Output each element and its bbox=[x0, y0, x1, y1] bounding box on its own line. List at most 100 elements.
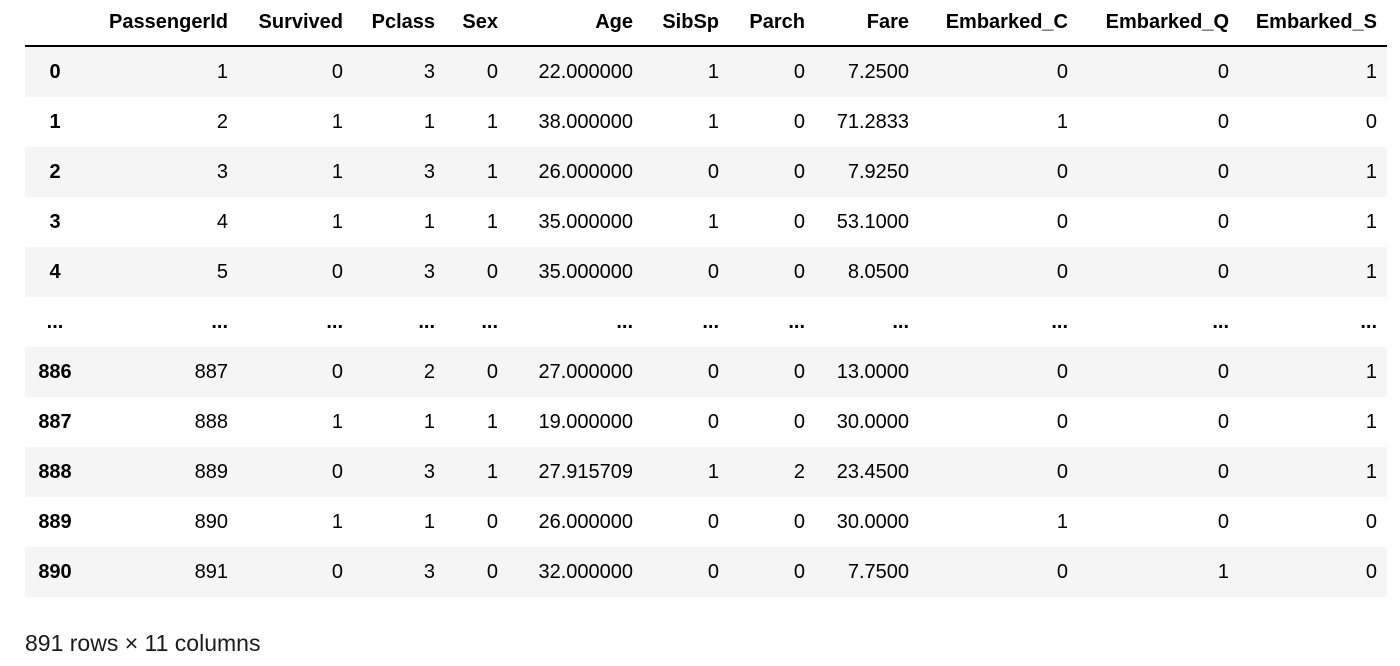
table-cell: 888 bbox=[194, 410, 228, 433]
table-cell: 1 bbox=[486, 410, 498, 433]
table-cell: 0 bbox=[486, 260, 498, 283]
table-cell: 0 bbox=[1217, 410, 1229, 433]
table-cell: 1 bbox=[423, 210, 435, 233]
table-cell: 1 bbox=[1056, 510, 1068, 533]
table-cell: 1 bbox=[331, 410, 343, 433]
table-cell: 13.0000 bbox=[836, 360, 909, 383]
column-header: Fare bbox=[815, 0, 919, 47]
table-cell: 26.000000 bbox=[538, 160, 633, 183]
table-row: 3 4 1 1 1 35.000000 1 0 53.1000 0 0 1 bbox=[25, 197, 1387, 247]
column-header: Survived bbox=[238, 0, 353, 47]
table-cell: 0 bbox=[1217, 510, 1229, 533]
table-cell: 0 bbox=[1365, 560, 1377, 583]
row-index: 887 bbox=[38, 410, 72, 433]
table-row: 1 2 1 1 1 38.000000 1 0 71.2833 1 0 0 bbox=[25, 97, 1387, 147]
table-cell: 0 bbox=[707, 510, 719, 533]
table-cell: 0 bbox=[793, 410, 805, 433]
row-index: 2 bbox=[49, 160, 61, 183]
table-cell: ... bbox=[418, 310, 435, 333]
table-cell: 0 bbox=[707, 560, 719, 583]
column-header: Embarked_C bbox=[919, 0, 1078, 47]
table-cell: 0 bbox=[793, 510, 805, 533]
table-row: 887 888 1 1 1 19.000000 0 0 30.0000 0 0 1 bbox=[25, 397, 1387, 447]
table-cell: 1 bbox=[1365, 210, 1377, 233]
table-cell: 0 bbox=[1217, 460, 1229, 483]
table-cell: 0 bbox=[1056, 360, 1068, 383]
row-index: 3 bbox=[49, 210, 61, 233]
table-cell: 1 bbox=[331, 110, 343, 133]
table-cell: 1 bbox=[1365, 460, 1377, 483]
table-cell: 0 bbox=[1056, 60, 1068, 83]
table-cell: 26.000000 bbox=[538, 510, 633, 533]
table-row: 2 3 1 3 1 26.000000 0 0 7.9250 0 0 1 bbox=[25, 147, 1387, 197]
table-cell: 891 bbox=[194, 560, 228, 583]
table-cell: 0 bbox=[486, 60, 498, 83]
table-cell: 0 bbox=[486, 560, 498, 583]
row-index: 1 bbox=[49, 110, 61, 133]
row-index: 890 bbox=[38, 560, 72, 583]
dataframe-table: PassengerId Survived Pclass Sex Age SibSp Parc… bbox=[25, 0, 1387, 597]
table-cell: ... bbox=[616, 310, 633, 333]
table-cell: 0 bbox=[331, 60, 343, 83]
table-cell: 3 bbox=[423, 560, 435, 583]
table-cell: 0 bbox=[1217, 360, 1229, 383]
table-cell: 0 bbox=[707, 360, 719, 383]
table-cell: 0 bbox=[1056, 410, 1068, 433]
table-row: 0 1 0 3 0 22.000000 1 0 7.2500 0 0 1 bbox=[25, 46, 1387, 97]
table-row: 888 889 0 3 1 27.915709 1 2 23.4500 0 0 1 bbox=[25, 447, 1387, 497]
table-cell: 0 bbox=[331, 360, 343, 383]
table-cell: 1 bbox=[486, 160, 498, 183]
table-cell: 0 bbox=[1056, 260, 1068, 283]
column-header: Embarked_Q bbox=[1078, 0, 1239, 47]
table-cell: 1 bbox=[1365, 360, 1377, 383]
shape-caption: 891 rows × 11 columns bbox=[25, 630, 261, 656]
table-cell: 1 bbox=[331, 160, 343, 183]
column-header: Embarked_S bbox=[1239, 0, 1387, 47]
table-cell: 0 bbox=[1056, 160, 1068, 183]
table-cell: 3 bbox=[423, 160, 435, 183]
table-cell: 19.000000 bbox=[538, 410, 633, 433]
table-cell: 27.915709 bbox=[538, 460, 633, 483]
table-cell: 1 bbox=[707, 110, 719, 133]
table-cell: 32.000000 bbox=[538, 560, 633, 583]
table-cell: 887 bbox=[194, 360, 228, 383]
table-cell: 0 bbox=[1217, 260, 1229, 283]
table-cell: ... bbox=[892, 310, 909, 333]
table-cell: 1 bbox=[1365, 410, 1377, 433]
table-row: 4 5 0 3 0 35.000000 0 0 8.0500 0 0 1 bbox=[25, 247, 1387, 297]
table-cell: 0 bbox=[1217, 160, 1229, 183]
table-cell: 1 bbox=[1365, 60, 1377, 83]
table-body: 0 1 0 3 0 22.000000 1 0 7.2500 0 0 1 1 2 1 1 1 38.000000 1… bbox=[25, 46, 1387, 597]
table-cell: ... bbox=[1360, 310, 1377, 333]
table-cell: 30.0000 bbox=[836, 410, 909, 433]
table-cell: 7.9250 bbox=[847, 160, 909, 183]
row-index: 889 bbox=[38, 510, 72, 533]
table-cell: 22.000000 bbox=[538, 60, 633, 83]
table-cell: 53.1000 bbox=[836, 210, 909, 233]
row-index: 4 bbox=[49, 260, 61, 283]
table-cell: 7.2500 bbox=[847, 60, 909, 83]
table-cell: 30.0000 bbox=[836, 510, 909, 533]
table-cell: 38.000000 bbox=[538, 110, 633, 133]
table-cell: 1 bbox=[707, 60, 719, 83]
row-index: 888 bbox=[38, 460, 72, 483]
table-cell: 8.0500 bbox=[847, 260, 909, 283]
table-cell: 1 bbox=[331, 210, 343, 233]
table-cell: 23.4500 bbox=[836, 460, 909, 483]
table-cell: 1 bbox=[486, 460, 498, 483]
table-cell: 1 bbox=[1365, 260, 1377, 283]
table-cell: 0 bbox=[793, 360, 805, 383]
table-cell: 0 bbox=[1365, 110, 1377, 133]
table-cell: 0 bbox=[1056, 210, 1068, 233]
table-cell: 1 bbox=[216, 60, 228, 83]
table-cell: 1 bbox=[707, 210, 719, 233]
table-cell: 0 bbox=[1365, 510, 1377, 533]
index-header bbox=[25, 0, 85, 47]
dataframe-output: PassengerId Survived Pclass Sex Age SibSp Parc… bbox=[25, 0, 1387, 597]
table-cell: 7.7500 bbox=[847, 560, 909, 583]
table-cell: 35.000000 bbox=[538, 260, 633, 283]
table-cell: 0 bbox=[793, 260, 805, 283]
table-cell: 0 bbox=[1217, 60, 1229, 83]
table-cell: 0 bbox=[793, 560, 805, 583]
table-cell: 3 bbox=[423, 460, 435, 483]
